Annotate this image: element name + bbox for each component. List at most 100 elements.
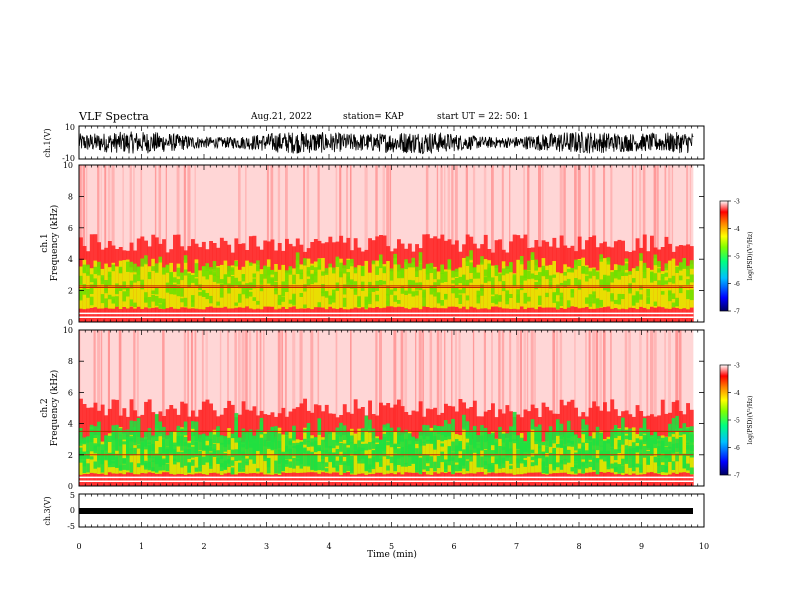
spec-green-patch — [523, 461, 528, 466]
colorbar-tick-label: -4 — [734, 226, 740, 233]
spec-green-patch — [436, 427, 441, 432]
spec-green-patch — [151, 435, 156, 451]
spec-green-patch — [458, 294, 463, 304]
spec-green-patch — [657, 261, 662, 268]
spec-green-patch — [631, 295, 636, 306]
spec-yellow-band — [642, 270, 647, 308]
spec-streak — [440, 330, 442, 486]
spec-green-patch — [664, 263, 669, 271]
spec-green-patch — [256, 429, 260, 446]
spec-green-patch — [668, 278, 672, 283]
spec-green-patch — [494, 444, 499, 449]
spec-green-patch — [129, 420, 134, 436]
spec-green-patch — [339, 443, 344, 452]
spec-green-patch — [209, 295, 213, 304]
spec-green-patch — [379, 451, 383, 461]
spec-green-patch — [126, 261, 130, 272]
spec-green-patch — [266, 457, 271, 468]
spec-yellow-band — [274, 439, 279, 474]
spec-green-patch — [198, 284, 203, 290]
spec-green-patch — [303, 448, 307, 456]
spec-green-patch — [227, 439, 232, 445]
spec-green-patch — [548, 275, 553, 282]
spec-yellow-band — [191, 272, 195, 309]
spec-green-patch — [501, 268, 506, 276]
spec-green-patch — [281, 281, 286, 286]
spec-yellow-band — [635, 270, 640, 310]
spec-green-patch — [653, 273, 658, 281]
spec-green-patch — [158, 304, 163, 309]
spec-green-patch — [657, 280, 662, 285]
spec-streak — [310, 330, 314, 486]
spec-green-patch — [100, 277, 105, 285]
spec-green-patch — [209, 454, 213, 469]
spec-green-patch — [104, 435, 109, 448]
spec-green-patch — [527, 444, 531, 457]
spec-green-patch — [664, 437, 669, 447]
spec-green-patch — [393, 295, 398, 302]
spec-green-patch — [444, 459, 448, 469]
spec-green-patch — [675, 453, 680, 462]
ch2-colorbar-label: log(PSD)(V²/Hz) — [747, 396, 754, 445]
spec-streak — [429, 330, 433, 486]
spec-green-patch — [635, 447, 640, 453]
spec-green-patch — [530, 255, 535, 260]
colorbar-tick-label: -6 — [734, 281, 740, 288]
spec-yellow-band — [317, 258, 322, 308]
spec-green-patch — [364, 456, 369, 470]
spec-green-patch — [501, 457, 506, 468]
spec-green-patch — [668, 452, 672, 462]
spec-yellow-band — [238, 269, 242, 308]
spec-green-patch — [657, 268, 662, 273]
spec-green-patch — [447, 446, 452, 462]
spec-green-patch — [538, 446, 542, 459]
spec-green-patch — [317, 258, 322, 270]
spec-green-patch — [639, 439, 644, 450]
colorbar-tick-label: -3 — [734, 199, 740, 206]
spec-green-patch — [191, 421, 195, 429]
spec-green-patch — [621, 265, 625, 276]
spec-green-patch — [219, 284, 224, 294]
ch2-spec-yticks: 0 2 4 6 8 10 — [63, 326, 704, 491]
spec-green-patch — [686, 279, 690, 285]
spec-green-patch — [335, 258, 340, 267]
spec-green-patch — [129, 299, 134, 307]
spec-green-patch — [154, 431, 159, 441]
spec-yellow-band — [368, 427, 372, 475]
spec-green-patch — [350, 442, 354, 454]
spec-green-patch — [201, 266, 206, 277]
spec-green-patch — [433, 268, 438, 280]
spec-green-patch — [129, 261, 134, 273]
spec-yellow-band — [523, 273, 528, 310]
spec-yellow-band — [650, 269, 654, 307]
spec-streak — [523, 330, 527, 486]
spec-green-patch — [285, 459, 289, 467]
spec-green-patch — [183, 421, 188, 436]
spec-green-patch — [270, 433, 275, 449]
spec-green-patch — [321, 457, 325, 464]
spec-green-patch — [140, 279, 145, 290]
spec-green-patch — [245, 431, 250, 445]
spec-green-patch — [487, 463, 492, 473]
spec-green-patch — [469, 278, 474, 283]
spec-green-patch — [563, 280, 568, 287]
ch1-ytick-bottom: -10 — [62, 154, 75, 163]
spec-green-patch — [328, 263, 333, 268]
spec-green-patch — [216, 267, 221, 278]
spec-green-patch — [223, 438, 228, 444]
spec-yellow-band — [321, 258, 325, 308]
spec-green-patch — [375, 444, 380, 452]
spec-green-patch — [671, 275, 676, 284]
spec-green-patch — [234, 420, 239, 438]
spec-yellow-band — [151, 258, 156, 308]
spec-yellow-band — [631, 268, 636, 308]
spec-yellow-band — [187, 271, 192, 309]
spec-green-patch — [126, 436, 130, 453]
spec-green-patch — [400, 455, 405, 467]
spec-green-patch — [310, 265, 315, 270]
spec-green-patch — [100, 294, 105, 304]
spec-green-patch — [339, 262, 344, 274]
spec-yellow-band — [487, 260, 492, 310]
spec-green-patch — [371, 428, 376, 444]
spec-green-patch — [303, 454, 307, 467]
